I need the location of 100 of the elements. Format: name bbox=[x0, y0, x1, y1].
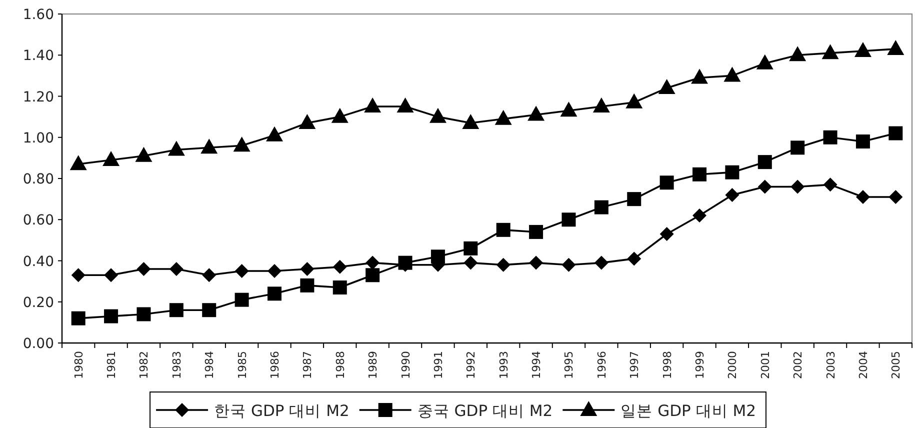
y-tick-label: 0.20 bbox=[22, 294, 54, 311]
x-tick-label: 1994 bbox=[530, 351, 544, 379]
x-tick-label: 2000 bbox=[726, 351, 740, 379]
point bbox=[660, 176, 674, 190]
point bbox=[823, 178, 838, 192]
point bbox=[856, 134, 870, 148]
point bbox=[202, 303, 216, 318]
point bbox=[71, 268, 86, 282]
point bbox=[168, 140, 185, 156]
y-tick-label: 0.40 bbox=[22, 254, 54, 270]
point bbox=[496, 258, 510, 272]
point bbox=[202, 268, 216, 282]
y-tick-label: 1.20 bbox=[22, 89, 54, 106]
point bbox=[169, 303, 184, 318]
x-tick-label: 1986 bbox=[268, 351, 282, 379]
legend-label: 일본 GDP 대비 M2 bbox=[620, 402, 756, 420]
point bbox=[856, 190, 870, 204]
y-tick-label: 1.00 bbox=[22, 130, 54, 146]
point bbox=[396, 98, 414, 113]
x-tick-label: 1991 bbox=[432, 351, 445, 379]
x-tick-label: 1993 bbox=[497, 351, 510, 379]
y-tick-label: 1.60 bbox=[22, 7, 54, 23]
point bbox=[366, 268, 380, 282]
x-tick-label: 2005 bbox=[890, 351, 903, 379]
point bbox=[594, 200, 608, 214]
point bbox=[660, 227, 674, 242]
legend-label: 중국 GDP 대비 M2 bbox=[417, 402, 553, 420]
point bbox=[529, 256, 544, 270]
point bbox=[823, 130, 838, 144]
x-tick-label: 1999 bbox=[694, 351, 706, 379]
point bbox=[464, 256, 478, 270]
point bbox=[169, 262, 184, 276]
point bbox=[300, 262, 314, 276]
point bbox=[233, 136, 250, 152]
x-tick-label: 1989 bbox=[366, 351, 380, 379]
point bbox=[331, 108, 348, 123]
point bbox=[790, 140, 805, 155]
point bbox=[758, 155, 772, 170]
x-tick-label: 2001 bbox=[758, 351, 772, 379]
point bbox=[626, 93, 643, 108]
x-tick-label: 1982 bbox=[138, 351, 151, 379]
point bbox=[627, 252, 642, 266]
point bbox=[562, 212, 576, 227]
point bbox=[104, 268, 118, 282]
point bbox=[366, 256, 380, 270]
point bbox=[691, 68, 708, 84]
point bbox=[268, 286, 282, 301]
point bbox=[888, 190, 903, 204]
point bbox=[430, 250, 445, 264]
x-tick-label: 1988 bbox=[334, 351, 347, 379]
point bbox=[102, 150, 120, 166]
point bbox=[104, 309, 118, 324]
y-tick-label: 0.60 bbox=[22, 212, 54, 229]
x-tick-label: 1997 bbox=[628, 351, 642, 379]
point bbox=[364, 98, 382, 113]
point bbox=[756, 54, 774, 70]
point bbox=[594, 256, 608, 270]
point bbox=[298, 114, 316, 129]
point bbox=[692, 167, 706, 182]
point bbox=[136, 262, 151, 276]
point bbox=[464, 241, 478, 256]
point bbox=[496, 222, 510, 237]
point bbox=[70, 155, 87, 170]
point bbox=[887, 40, 904, 55]
point bbox=[268, 264, 282, 278]
point bbox=[789, 46, 806, 62]
point bbox=[300, 278, 314, 292]
y-tick-label: 1.40 bbox=[22, 48, 54, 64]
x-tick-label: 2002 bbox=[792, 351, 805, 379]
x-tick-label: 1985 bbox=[236, 351, 249, 379]
y-tick-label: 0.00 bbox=[22, 336, 54, 352]
x-tick-label: 1981 bbox=[105, 351, 118, 379]
point bbox=[758, 180, 772, 194]
point bbox=[725, 165, 740, 180]
point bbox=[854, 42, 872, 58]
point bbox=[790, 180, 805, 194]
x-tick-label: 1996 bbox=[595, 351, 608, 379]
point bbox=[266, 126, 283, 142]
point bbox=[136, 307, 151, 322]
x-tick-label: 1998 bbox=[660, 351, 674, 379]
point bbox=[429, 108, 446, 123]
point bbox=[234, 292, 249, 307]
x-tick-label: 1992 bbox=[464, 351, 478, 379]
x-tick-label: 2003 bbox=[824, 351, 838, 379]
point bbox=[462, 114, 480, 129]
x-tick-label: 1983 bbox=[170, 351, 184, 379]
x-tick-label: 1995 bbox=[562, 351, 576, 379]
point bbox=[592, 98, 610, 113]
point bbox=[529, 224, 544, 239]
y-tick-label: 0.80 bbox=[22, 172, 54, 188]
legend-label: 한국 GDP 대비 M2 bbox=[214, 402, 350, 420]
point bbox=[71, 311, 86, 326]
point bbox=[200, 138, 218, 154]
point bbox=[562, 258, 576, 272]
point bbox=[724, 66, 741, 82]
point bbox=[234, 264, 249, 278]
point bbox=[494, 110, 512, 125]
x-tick-label: 1980 bbox=[72, 351, 86, 379]
point bbox=[560, 102, 578, 117]
x-tick-label: 1984 bbox=[203, 351, 216, 379]
